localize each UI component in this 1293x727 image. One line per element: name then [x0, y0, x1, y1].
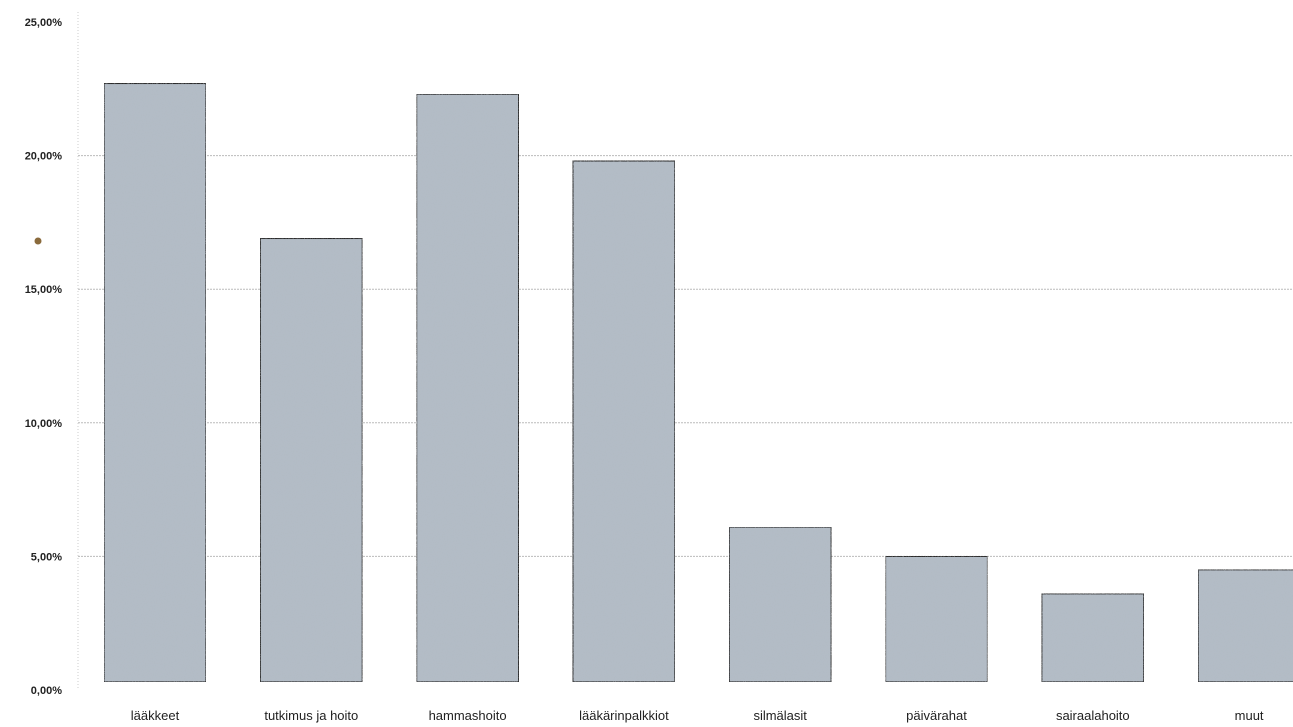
- x-tick-label: tutkimus ja hoito: [264, 708, 358, 723]
- bar-7: [1197, 569, 1293, 683]
- bar-2: [416, 93, 520, 683]
- bars: [103, 82, 1293, 683]
- bar-6: [1041, 593, 1145, 683]
- bar-3: [572, 160, 676, 683]
- stray-dot: [34, 237, 42, 245]
- x-tick-label: sairaalahoito: [1056, 708, 1130, 723]
- x-tick-label: muut: [1235, 708, 1264, 723]
- x-tick-label: päivärahat: [906, 708, 967, 723]
- bar-0: [103, 82, 207, 683]
- bar-4: [728, 526, 832, 683]
- x-tick-label: hammashoito: [429, 708, 507, 723]
- y-tick-label: 15,00%: [25, 284, 63, 296]
- y-tick-label: 20,00%: [25, 151, 63, 163]
- y-tick-label: 10,00%: [25, 418, 63, 430]
- x-tick-label: lääkärinpalkkiot: [579, 708, 669, 723]
- x-axis-labels: lääkkeet tutkimus ja hoito hammashoito lääk…: [131, 708, 1264, 723]
- bar-5: [884, 555, 989, 683]
- x-tick-label: lääkkeet: [131, 708, 180, 723]
- bar-1: [259, 237, 363, 683]
- y-tick-label: 0,00%: [31, 685, 62, 697]
- y-axis-ticks: 0,00% 5,00% 10,00% 15,00% 20,00% 25,00%: [25, 17, 63, 697]
- y-tick-label: 5,00%: [31, 551, 62, 563]
- x-tick-label: silmälasit: [753, 708, 807, 723]
- y-tick-label: 25,00%: [25, 17, 63, 29]
